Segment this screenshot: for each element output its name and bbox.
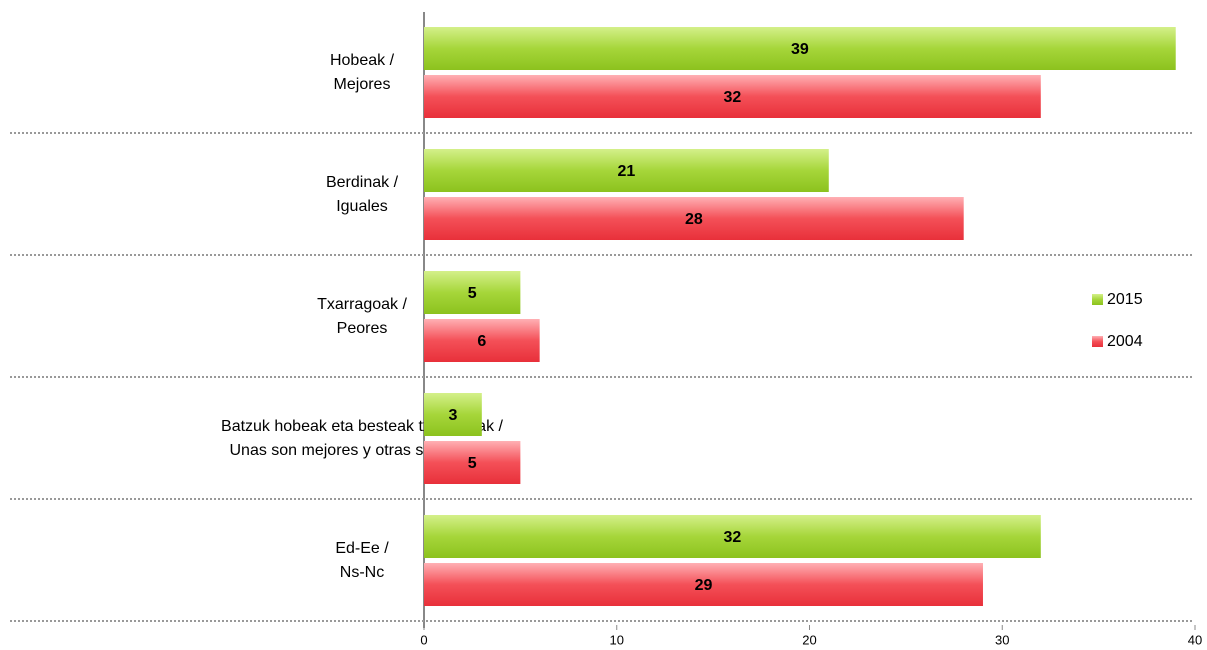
- x-tick-label: 20: [802, 632, 816, 647]
- category-label: Peores: [337, 320, 388, 337]
- category-label: Txarragoak /: [317, 296, 407, 313]
- category-label: Iguales: [336, 198, 388, 215]
- value-label: 32: [724, 529, 742, 546]
- category-label: Mejores: [334, 76, 391, 93]
- legend-swatch: [1092, 336, 1103, 347]
- value-label: 3: [448, 407, 457, 424]
- legend-label: 2015: [1107, 291, 1143, 308]
- bar: [424, 515, 1041, 558]
- category-label: Ns-Nc: [340, 564, 384, 581]
- value-label: 5: [468, 285, 477, 302]
- bar: [424, 271, 521, 314]
- value-label: 29: [695, 577, 713, 594]
- value-label: 32: [724, 89, 742, 106]
- bar: [424, 393, 482, 436]
- bar: [424, 27, 1176, 70]
- bar: [424, 75, 1041, 118]
- value-label: 6: [477, 333, 486, 350]
- legend-swatch: [1092, 294, 1103, 305]
- category-label: Ed-Ee /: [335, 540, 389, 557]
- value-label: 28: [685, 211, 703, 228]
- bar: [424, 319, 540, 362]
- bar: [424, 149, 829, 192]
- value-label: 39: [791, 41, 809, 58]
- bar: [424, 441, 521, 484]
- category-label: Berdinak /: [326, 174, 399, 191]
- bar: [424, 563, 983, 606]
- x-tick-label: 0: [420, 632, 427, 647]
- x-tick-label: 10: [610, 632, 624, 647]
- x-tick-label: 30: [995, 632, 1009, 647]
- category-label: Hobeak /: [330, 52, 395, 69]
- value-label: 21: [617, 163, 635, 180]
- legend-label: 2004: [1107, 333, 1143, 350]
- x-tick-label: 40: [1188, 632, 1202, 647]
- value-label: 5: [468, 455, 477, 472]
- bar: [424, 197, 964, 240]
